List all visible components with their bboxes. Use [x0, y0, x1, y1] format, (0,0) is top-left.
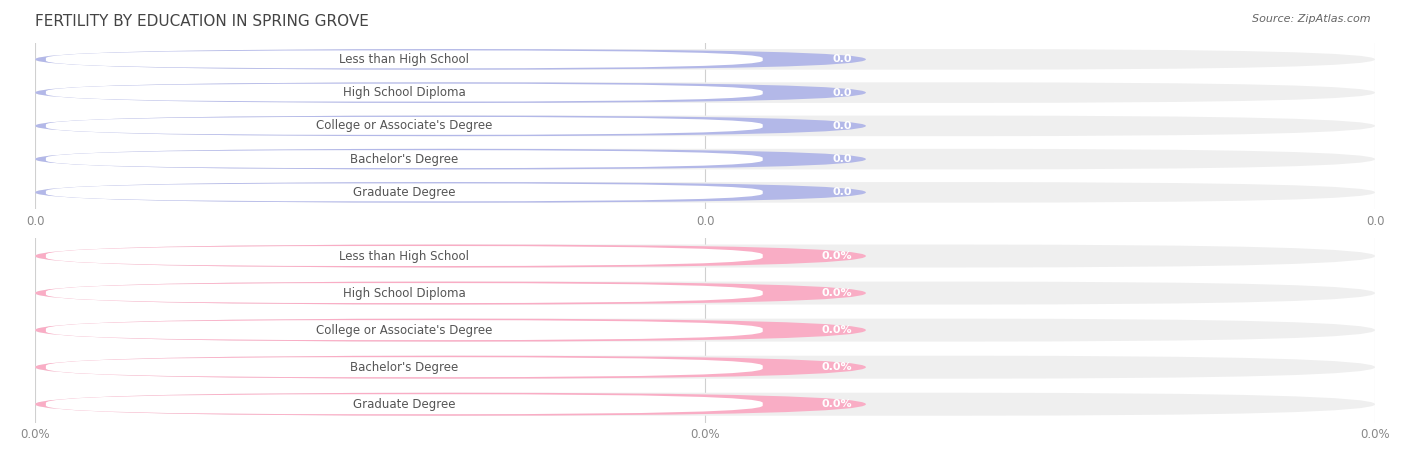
FancyBboxPatch shape	[35, 356, 1375, 379]
Text: Graduate Degree: Graduate Degree	[353, 398, 456, 411]
Text: FERTILITY BY EDUCATION IN SPRING GROVE: FERTILITY BY EDUCATION IN SPRING GROVE	[35, 14, 368, 29]
FancyBboxPatch shape	[35, 356, 866, 379]
Text: 0.0%: 0.0%	[823, 325, 852, 335]
FancyBboxPatch shape	[46, 246, 762, 266]
Text: Less than High School: Less than High School	[339, 249, 470, 263]
Text: Bachelor's Degree: Bachelor's Degree	[350, 361, 458, 374]
Text: 0.0%: 0.0%	[823, 362, 852, 372]
FancyBboxPatch shape	[46, 150, 762, 168]
FancyBboxPatch shape	[35, 82, 866, 103]
Text: 0.0: 0.0	[832, 87, 852, 98]
FancyBboxPatch shape	[35, 149, 866, 170]
Text: 0.0: 0.0	[832, 54, 852, 65]
FancyBboxPatch shape	[46, 84, 762, 102]
Text: 0.0: 0.0	[832, 187, 852, 198]
FancyBboxPatch shape	[35, 49, 1375, 70]
Text: 0.0%: 0.0%	[823, 399, 852, 409]
FancyBboxPatch shape	[35, 182, 1375, 203]
Text: College or Associate's Degree: College or Associate's Degree	[316, 323, 492, 337]
Text: 0.0: 0.0	[832, 121, 852, 131]
FancyBboxPatch shape	[35, 115, 1375, 136]
FancyBboxPatch shape	[35, 182, 866, 203]
FancyBboxPatch shape	[46, 283, 762, 303]
FancyBboxPatch shape	[46, 357, 762, 377]
FancyBboxPatch shape	[35, 319, 1375, 342]
FancyBboxPatch shape	[35, 245, 866, 267]
FancyBboxPatch shape	[35, 393, 1375, 416]
Text: Bachelor's Degree: Bachelor's Degree	[350, 152, 458, 166]
FancyBboxPatch shape	[35, 82, 1375, 103]
Text: 0.0%: 0.0%	[823, 251, 852, 261]
FancyBboxPatch shape	[46, 320, 762, 340]
Text: Source: ZipAtlas.com: Source: ZipAtlas.com	[1253, 14, 1371, 24]
Text: 0.0: 0.0	[832, 154, 852, 164]
FancyBboxPatch shape	[46, 50, 762, 68]
FancyBboxPatch shape	[35, 282, 866, 304]
Text: High School Diploma: High School Diploma	[343, 286, 465, 300]
Text: Less than High School: Less than High School	[339, 53, 470, 66]
FancyBboxPatch shape	[35, 245, 1375, 267]
FancyBboxPatch shape	[46, 183, 762, 201]
Text: Graduate Degree: Graduate Degree	[353, 186, 456, 199]
FancyBboxPatch shape	[35, 115, 866, 136]
FancyBboxPatch shape	[46, 117, 762, 135]
Text: College or Associate's Degree: College or Associate's Degree	[316, 119, 492, 133]
Text: High School Diploma: High School Diploma	[343, 86, 465, 99]
FancyBboxPatch shape	[46, 394, 762, 414]
FancyBboxPatch shape	[35, 319, 866, 342]
FancyBboxPatch shape	[35, 393, 866, 416]
FancyBboxPatch shape	[35, 282, 1375, 304]
FancyBboxPatch shape	[35, 149, 1375, 170]
Text: 0.0%: 0.0%	[823, 288, 852, 298]
FancyBboxPatch shape	[35, 49, 866, 70]
